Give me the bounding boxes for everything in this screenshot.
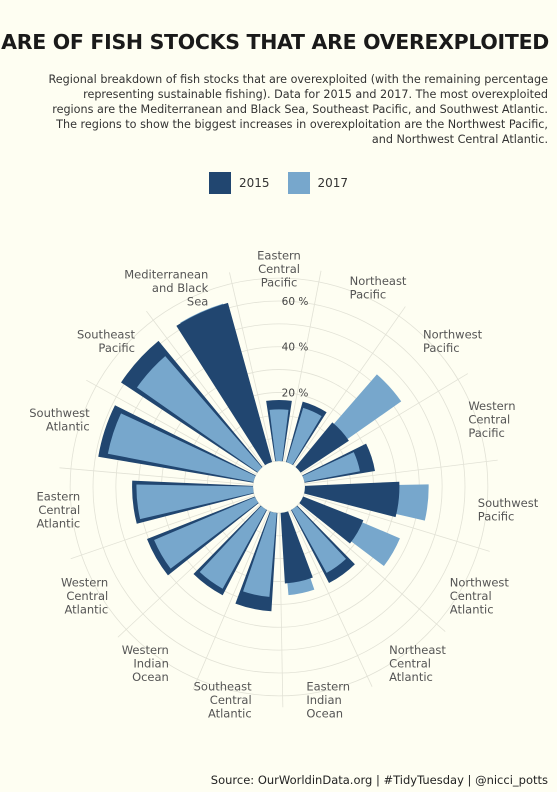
grid-spoke <box>289 510 373 687</box>
legend-swatch-2017 <box>287 172 310 194</box>
bar-2015 <box>176 302 273 466</box>
legend-item-2017: 2017 <box>287 172 349 194</box>
bar-2017 <box>302 452 360 483</box>
grid-circle <box>69 277 489 697</box>
bar-2015 <box>295 422 349 473</box>
grid-spoke <box>301 373 469 474</box>
bar-2017 <box>136 484 254 520</box>
grid-circle <box>252 460 306 514</box>
grid-spoke <box>283 270 322 462</box>
legend-swatch-2015 <box>208 172 231 194</box>
bar-2017 <box>291 506 346 573</box>
category-label: Northwest Pacific <box>423 327 483 355</box>
category-label: Northwest Central Atlantic <box>450 576 510 617</box>
r-tick-label: 40 % <box>282 342 309 354</box>
chart-title: SHARE OF FISH STOCKS THAT ARE OVEREXPLOI… <box>0 30 549 54</box>
r-tick-label: 20 % <box>282 387 309 399</box>
category-label: Northeast Pacific <box>350 274 407 302</box>
category-label: Western Central Pacific <box>468 399 515 440</box>
grid-spoke <box>298 503 446 632</box>
category-label: Northeast Central Atlantic <box>389 643 446 684</box>
legend: 2015 2017 <box>0 172 557 194</box>
bar-2015 <box>304 481 400 518</box>
category-label: Southwest Atlantic <box>29 406 90 434</box>
grid-spoke <box>229 272 274 462</box>
grid-spoke <box>303 494 490 552</box>
grid-spoke <box>304 459 498 485</box>
grid-spoke <box>59 467 254 486</box>
category-label: Eastern Indian Ocean <box>306 680 350 721</box>
grid-spoke <box>293 306 406 466</box>
grid-spoke <box>146 310 264 467</box>
category-label: Mediterranean and Black Sea <box>124 267 208 308</box>
bar-2015 <box>280 511 313 584</box>
grid-spoke <box>70 495 255 560</box>
grid-spoke <box>86 379 257 475</box>
bar-2017 <box>136 356 262 473</box>
grid-spoke <box>117 504 261 638</box>
category-label: Western Central Atlantic <box>61 576 108 617</box>
category-label: Eastern Central Pacific <box>257 249 301 290</box>
category-label: Southeast Pacific <box>77 327 136 355</box>
bar-2017 <box>107 413 256 483</box>
bar-2015 <box>299 496 364 544</box>
r-tick-label: 60 % <box>282 296 309 308</box>
category-label: Southeast Central Atlantic <box>194 680 253 721</box>
grid-circle <box>115 323 443 651</box>
legend-label-2015: 2015 <box>238 176 270 190</box>
category-label: Eastern Central Atlantic <box>36 489 80 530</box>
bar-2017 <box>199 506 267 589</box>
chart-subtitle: Regional breakdown of fish stocks that a… <box>48 73 549 146</box>
bar-2017 <box>154 497 259 569</box>
grid-spoke <box>279 512 284 708</box>
category-label: Southwest Pacific <box>478 496 539 524</box>
legend-label-2017: 2017 <box>317 176 349 190</box>
source-caption: Source: OurWorldinData.org | #TidyTuesda… <box>210 773 548 787</box>
bar-2017 <box>243 511 277 597</box>
grid-circle <box>92 300 466 674</box>
legend-item-2015: 2015 <box>208 172 270 194</box>
bar-2017 <box>286 407 322 465</box>
category-label: Western Indian Ocean <box>122 643 169 684</box>
bar-2017 <box>269 409 289 462</box>
grid-spoke <box>192 510 270 690</box>
